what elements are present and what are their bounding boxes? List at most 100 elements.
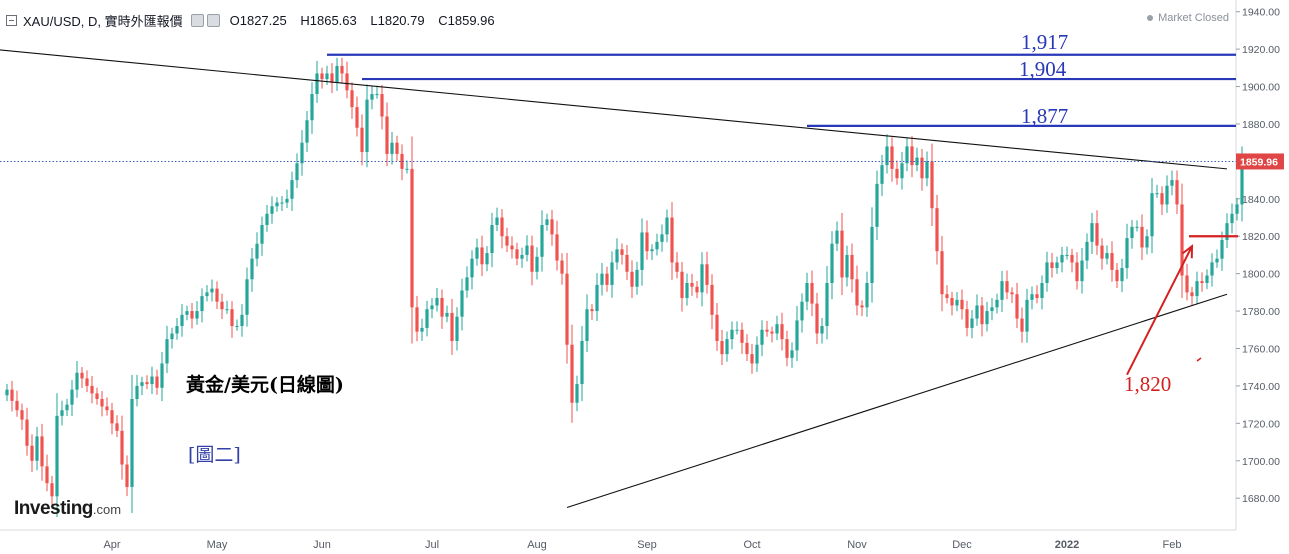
status-dot-icon <box>1147 15 1154 21</box>
collapse-icon[interactable] <box>6 14 17 26</box>
candle-body <box>1045 262 1049 284</box>
candle-body <box>520 254 524 259</box>
candle-body <box>860 305 864 308</box>
candle-body <box>260 225 264 244</box>
symbol-label: XAU/USD, D, 實時外匯報價 <box>23 13 183 29</box>
candle-body <box>845 254 849 278</box>
candle-body <box>650 249 654 252</box>
candle-body <box>1165 185 1169 205</box>
candle-body <box>890 146 894 169</box>
candle-body <box>60 410 64 416</box>
candle-body <box>1075 262 1079 282</box>
candle-body <box>1225 223 1229 240</box>
candle-body <box>310 94 314 121</box>
candle-body <box>465 277 469 291</box>
candle-body <box>1175 180 1179 205</box>
candle-body <box>885 146 889 166</box>
candle-body <box>760 329 764 345</box>
candle-body <box>295 163 299 181</box>
candle-body <box>500 217 504 237</box>
candle-body <box>10 389 14 401</box>
candle-body <box>1105 253 1109 259</box>
candle-body <box>530 245 534 272</box>
candle-body <box>925 161 929 179</box>
candle-body <box>175 326 179 334</box>
candle-body <box>110 410 114 424</box>
candle-body <box>665 217 669 235</box>
candle-body <box>1125 238 1129 269</box>
candle-body <box>40 436 44 467</box>
candle-body <box>1215 258 1219 263</box>
candle-body <box>445 312 449 317</box>
candle-body <box>115 423 119 431</box>
candle-body <box>400 153 404 169</box>
candle-body <box>455 316 459 342</box>
candle-body <box>850 254 854 280</box>
candle-body <box>360 127 364 153</box>
chart-title-annotation: 黃金/美元(日線圖) <box>186 374 344 396</box>
candle-body <box>790 350 794 358</box>
candle-body <box>120 430 124 465</box>
x-tick-label: Nov <box>847 539 867 551</box>
level-1917-label: 1,917 <box>1021 30 1069 54</box>
candle-body <box>505 236 509 246</box>
candle-body <box>5 389 9 396</box>
candle-body <box>190 311 194 319</box>
candle-body <box>155 376 159 388</box>
candle-body <box>210 288 214 293</box>
candle-body <box>935 208 939 252</box>
y-tick-label: 1920.00 <box>1242 44 1280 56</box>
candle-body <box>630 271 634 287</box>
candle-body <box>900 163 904 179</box>
candle-body <box>595 284 599 312</box>
candle-body <box>970 318 974 328</box>
y-tick-label: 1720.00 <box>1242 418 1280 430</box>
candle-body <box>435 297 439 306</box>
candle-body <box>545 219 549 226</box>
candle-body <box>1110 253 1114 270</box>
candle-body <box>740 329 744 343</box>
x-tick-label: Jun <box>313 539 331 551</box>
last-price-tag <box>1236 153 1284 170</box>
eye-icon[interactable] <box>190 13 204 27</box>
candle-body <box>365 99 369 153</box>
candle-body <box>320 73 324 80</box>
candle-body <box>460 290 464 317</box>
settings-icon[interactable] <box>206 13 220 27</box>
candle-body <box>475 247 479 259</box>
candle-body <box>375 94 379 96</box>
y-tick-label: 1760.00 <box>1242 343 1280 355</box>
candle-body <box>170 333 174 340</box>
candle-body <box>620 249 624 255</box>
candle-body <box>410 168 414 308</box>
candle-body <box>865 283 869 308</box>
candle-body <box>785 339 789 358</box>
candle-body <box>280 202 284 204</box>
candle-body <box>325 73 329 80</box>
candle-body <box>225 309 229 311</box>
candle-body <box>1200 281 1204 284</box>
close-value: C1859.96 <box>438 12 495 28</box>
candle-body <box>605 273 609 285</box>
candle-body <box>1230 213 1234 224</box>
candle-body <box>380 94 384 117</box>
candle-body <box>725 339 729 355</box>
y-tick-label: 1700.00 <box>1242 456 1280 468</box>
candle-body <box>1115 269 1119 282</box>
candle-body <box>420 327 424 332</box>
figure-label: [圖二] <box>188 444 241 466</box>
candle-body <box>270 206 274 214</box>
candle-body <box>615 249 619 263</box>
candle-body <box>555 234 559 261</box>
candle-body <box>800 301 804 321</box>
candle-body <box>1195 281 1199 297</box>
candle-body <box>385 116 389 154</box>
candle-body <box>675 262 679 272</box>
candle-body <box>1205 275 1209 284</box>
candle-body <box>780 324 784 340</box>
candle-body <box>330 73 334 83</box>
candle-body <box>1220 239 1224 259</box>
candle-body <box>285 198 289 203</box>
x-tick-label: Oct <box>743 539 760 551</box>
